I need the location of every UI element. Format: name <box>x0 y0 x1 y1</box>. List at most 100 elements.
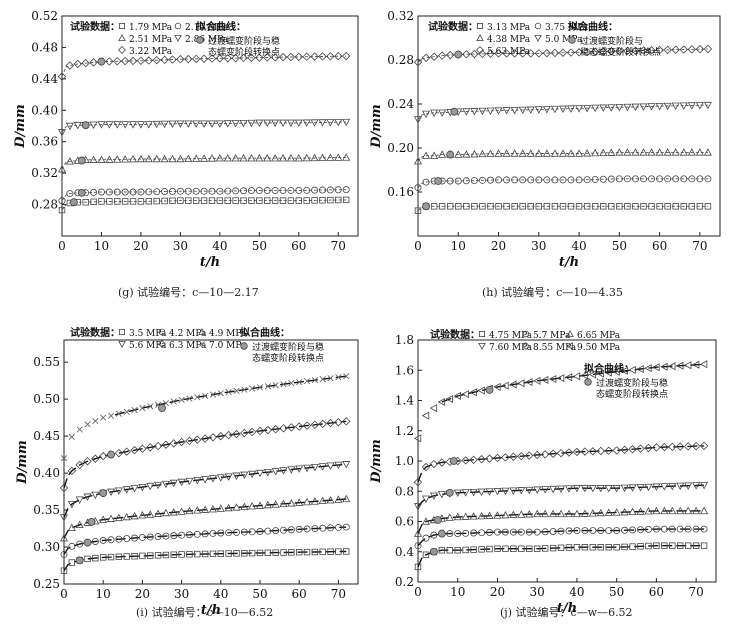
chart-j-point-0-12 <box>510 545 517 552</box>
chart-j-xtick-label-2: 20 <box>490 585 505 599</box>
chart-g-point-1-36 <box>342 186 350 194</box>
chart-j-point-3-9 <box>485 488 494 496</box>
chart-j-point-0-32 <box>669 542 676 549</box>
chart-j-ytick-label-7: 1.6 <box>395 363 414 377</box>
chart-g-point-1-25 <box>255 186 263 194</box>
chart-h-point-3-35 <box>695 102 704 110</box>
chart-i-ylabel: D/mm <box>15 440 30 485</box>
chart-h-ytick-label-2: 0.24 <box>387 97 414 111</box>
chart-i-point-5-18 <box>202 392 209 400</box>
chart-i-xtick-label-3: 30 <box>174 587 189 601</box>
chart-i-point-2-23 <box>240 502 249 511</box>
chart-j-point-2-26 <box>620 507 629 516</box>
chart-g-xtick-label-7: 70 <box>331 239 346 253</box>
chart-h-point-0-0 <box>414 207 422 214</box>
chart-h-point-3-23 <box>599 104 608 112</box>
chart-i-point-2-31 <box>303 497 312 506</box>
chart-g-xtick-label-1: 10 <box>94 239 109 253</box>
chart-j-point-2-33 <box>676 506 685 515</box>
chart-g-point-4-16 <box>184 54 193 64</box>
chart-j-point-2-29 <box>644 507 653 515</box>
chart-g-transition-2 <box>77 156 86 165</box>
chart-h-point-0-32 <box>672 203 679 210</box>
chart-i-point-3-33 <box>318 463 327 471</box>
chart-j-point-2-28 <box>636 507 645 515</box>
chart-h-point-4-36 <box>703 44 713 54</box>
chart-j-point-1-8 <box>478 529 486 537</box>
chart-j-point-0-16 <box>541 545 549 552</box>
chart-g-fit-line-2 <box>61 156 347 170</box>
chart-h-point-3-27 <box>631 103 640 112</box>
chart-j-fit-line-0 <box>417 545 705 568</box>
chart-g-point-0-5 <box>98 198 105 205</box>
chart-h-point-3-7 <box>470 108 479 116</box>
chart-i-legend-label-3: 5.6 MPa <box>129 341 167 351</box>
chart-j-point-5-22 <box>588 370 597 379</box>
chart-h-point-1-34 <box>688 175 696 183</box>
chart-g-point-1-16 <box>184 187 192 195</box>
chart-g-point-4-34 <box>326 52 335 61</box>
chart-i-point-0-17 <box>194 550 201 558</box>
chart-j-point-1-13 <box>517 528 525 536</box>
chart-i-point-1-35 <box>334 523 342 531</box>
chart-h-point-4-11 <box>502 49 511 58</box>
chart-j-point-2-5 <box>453 512 462 521</box>
chart-j-point-5-34 <box>683 361 692 370</box>
chart-g-point-0-7 <box>114 198 121 205</box>
chart-h-point-3-16 <box>542 106 551 114</box>
chart-j-point-0-9 <box>486 545 493 553</box>
chart-g-point-3-24 <box>247 119 256 128</box>
chart-j-legend-marker-5 <box>566 342 574 350</box>
chart-j-point-3-17 <box>549 485 558 494</box>
chart-j-point-3-20 <box>572 485 581 493</box>
chart-h-point-2-32 <box>671 148 680 156</box>
chart-g-point-1-19 <box>208 187 216 195</box>
chart-i-point-0-4 <box>92 554 99 562</box>
chart-h-point-4-24 <box>607 47 616 56</box>
chart-i-legend-marker-3 <box>118 340 126 348</box>
chart-h-point-0-26 <box>624 203 631 210</box>
chart-g-point-3-23 <box>239 119 248 128</box>
chart-g-point-1-18 <box>200 187 208 195</box>
chart-j-legend-label-0: 4.75 MPa <box>489 331 533 341</box>
chart-h-point-1-5 <box>454 177 462 185</box>
chart-j-point-5-7 <box>469 388 477 397</box>
chart-g-point-3-29 <box>286 119 295 128</box>
chart-h-point-1-19 <box>567 176 575 184</box>
chart-i-legend-marker-2 <box>198 328 206 336</box>
chart-j-point-4-11 <box>501 453 510 462</box>
chart-j-point-2-27 <box>628 507 637 516</box>
chart-h-point-1-30 <box>656 175 664 183</box>
chart-h-point-4-23 <box>599 47 608 56</box>
chart-g-point-3-13 <box>160 120 169 129</box>
chart-i-point-0-27 <box>272 549 279 556</box>
chart-i-point-2-29 <box>287 499 296 507</box>
chart-g-point-0-16 <box>185 197 192 204</box>
chart-j-point-4-9 <box>485 454 494 463</box>
chart-h-legend-marker-3 <box>534 35 542 42</box>
chart-j-point-5-5 <box>453 391 461 400</box>
chart-j-point-2-24 <box>604 508 613 516</box>
chart-g-point-4-28 <box>278 52 288 62</box>
chart-h-point-4-33 <box>679 45 688 54</box>
chart-g-point-3-16 <box>184 120 193 128</box>
chart-g-point-3-32 <box>310 119 319 127</box>
chart-j-legend-marker-1 <box>522 330 530 338</box>
chart-g-point-4-25 <box>255 53 264 62</box>
chart-i-point-4-12 <box>153 441 163 451</box>
chart-h-point-4-22 <box>590 47 600 57</box>
chart-j-caption: (j) 试验编号：c—w—6.52 <box>500 606 633 619</box>
chart-h-legend-marker-0 <box>477 22 484 29</box>
chart-h-legend-transition-marker <box>568 36 576 44</box>
chart-h-point-4-3 <box>437 51 447 60</box>
chart-h-transition-2 <box>446 150 455 159</box>
chart-h-point-2-33 <box>679 148 688 156</box>
chart-j-xtick-label-6: 60 <box>649 585 664 599</box>
chart-j-point-4-30 <box>652 443 661 452</box>
chart-j-point-1-24 <box>605 527 613 535</box>
chart-i-point-5-8 <box>123 408 130 415</box>
chart-j-point-1-35 <box>692 525 700 533</box>
chart-g-point-3-0 <box>57 129 67 137</box>
chart-g-point-2-6 <box>105 155 114 163</box>
chart-i-point-1-20 <box>217 529 225 537</box>
